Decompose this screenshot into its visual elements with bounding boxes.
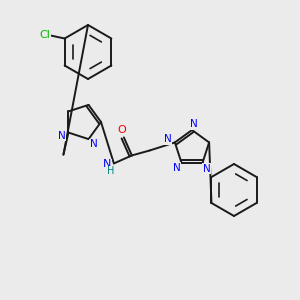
Text: N: N	[203, 164, 211, 174]
Text: N: N	[103, 159, 111, 170]
Text: N: N	[164, 134, 172, 144]
Text: N: N	[172, 163, 180, 172]
Text: O: O	[118, 125, 126, 135]
Text: N: N	[190, 119, 198, 129]
Text: H: H	[107, 167, 115, 176]
Text: N: N	[58, 130, 65, 141]
Text: N: N	[90, 139, 98, 149]
Text: Cl: Cl	[39, 31, 50, 40]
